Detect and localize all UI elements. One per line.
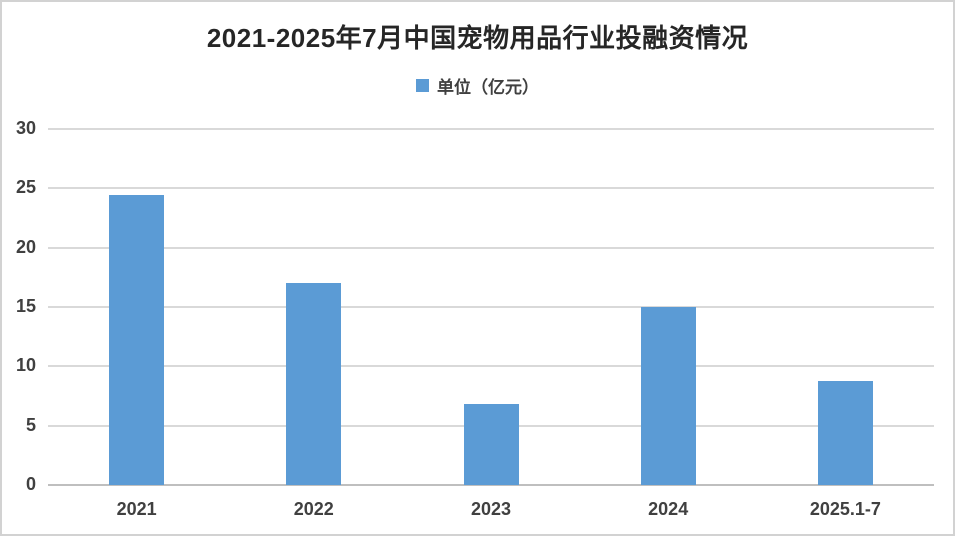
plot-area: 0 5 10 15 20 25 30 2021 2022 2023 2024 2025.1-7: [16, 118, 934, 519]
y-tick-label-20: 20: [15, 236, 36, 257]
gridline-30: [48, 128, 934, 130]
y-tick-label-30: 30: [15, 118, 36, 139]
bar-2022: [286, 283, 342, 485]
legend: 单位（亿元）: [2, 73, 953, 98]
x-axis-line: [48, 484, 934, 486]
gridline-25: [48, 187, 934, 190]
y-tick-label-10: 10: [15, 355, 36, 376]
bar-2021: [109, 195, 165, 485]
x-tick-label-2024: 2024: [648, 499, 689, 519]
chart-title: 2021-2025年7月中国宠物用品行业投融资情况: [206, 23, 749, 53]
legend-label: 单位（亿元）: [437, 78, 539, 97]
x-tick-label-2023: 2023: [470, 499, 512, 519]
y-tick-label-5: 5: [25, 414, 36, 435]
bar-2024: [640, 307, 696, 485]
legend-swatch-icon: [416, 79, 429, 92]
x-tick-label-2025.1-7: 2025.1-7: [809, 499, 881, 519]
gridline-15: [48, 306, 934, 308]
y-tick-label-15: 15: [15, 296, 36, 317]
gridline-20: [48, 246, 934, 249]
x-tick-label-2022: 2022: [293, 499, 334, 519]
bar-2023: [463, 404, 519, 485]
bar-2025.1-7: [817, 380, 873, 485]
y-tick-label-0: 0: [25, 474, 36, 495]
y-tick-label-25: 25: [15, 177, 36, 198]
x-tick-label-2021: 2021: [116, 499, 157, 519]
gridline-10: [48, 365, 934, 368]
